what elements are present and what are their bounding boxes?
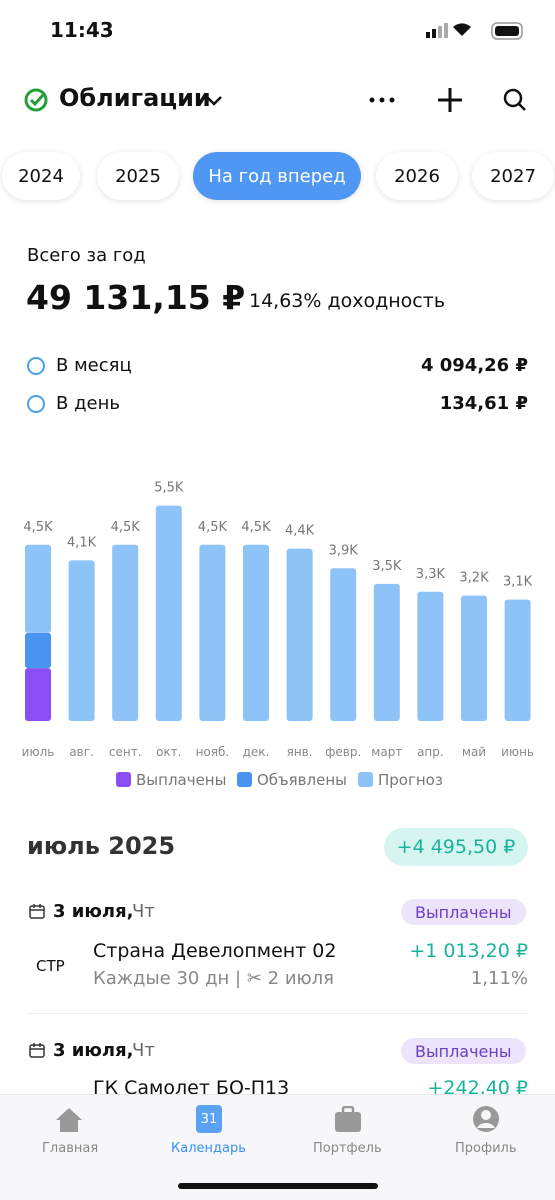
legend-swatch [237,772,252,787]
portfolio-icon[interactable] [333,1106,363,1134]
month-title: июль 2025 [27,832,176,860]
tab-active[interactable]: На год вперед [193,152,361,200]
bar-segment [112,544,139,721]
row-value: 134,61 ₽ [439,393,528,414]
x-tick-label: нояб. [196,745,230,759]
bar-total-label: 5,5K [154,481,184,496]
percent: 1,11% [470,968,528,989]
x-tick-label: май [462,745,486,759]
cut-date: 2 июля [267,968,334,989]
x-tick-label: июнь [501,745,534,759]
amount: +1 013,20 ₽ [409,940,528,962]
bar-total-label: 4,1K [67,535,97,550]
status-pill: Выплачены [401,899,526,925]
bar-total-label: 3,2K [459,571,489,586]
bar-segment [504,599,531,721]
home-icon[interactable] [54,1106,84,1134]
bar-segment [461,595,487,721]
time: 11:43 [50,18,114,42]
month-badge: +4 495,50 ₽ [384,828,528,866]
status-pill: Выплачены [401,1038,526,1064]
logo [24,88,48,112]
x-tick-label: март [371,745,402,759]
bar-segment [373,583,400,721]
bar-total-label: 3,3K [416,567,446,582]
bar-total-label: 4,5K [241,520,271,535]
tab[interactable]: 2027 [472,152,554,200]
payment-weekday: Чт [132,901,155,922]
profile-icon[interactable] [471,1104,501,1134]
home-indicator [178,1183,378,1189]
header-actions[interactable] [368,86,528,114]
bond-name[interactable]: ГК Самолет БО-П13 [93,1077,290,1099]
bar-segment [286,548,313,721]
row-value: 4 094,26 ₽ [420,355,528,376]
bar-total-label: 4,5K [198,520,228,535]
nav-item[interactable]: Портфель [313,1141,382,1156]
tab[interactable]: 2026 [376,152,458,200]
nav-item[interactable]: Профиль [455,1141,517,1156]
x-tick-label: авг. [69,745,94,759]
tab-bar [0,1094,555,1200]
bar-segment [68,560,95,721]
chart: 4,5K июль 4,1K авг. 4,5K сент. 5,5K окт. 4,5K ноя… [22,481,534,789]
row-label: В день [56,393,120,414]
calendar-day[interactable]: 31 [196,1105,222,1133]
period: Каждые 30 дн [93,968,230,989]
x-tick-label: апр. [417,745,444,759]
x-tick-label: февр. [325,745,361,759]
bar-segment [417,591,444,721]
payment-weekday: Чт [132,1040,155,1061]
bond-period: Каждые 30 дн | ✂ 2 июля [93,968,334,989]
x-tick-label: янв. [287,745,313,759]
calendar-icon [29,1043,45,1058]
bar-segment [330,568,357,721]
row-label: В месяц [56,355,132,376]
summary-total: 49 131,15 ₽ [26,278,246,317]
status-icons [426,22,523,40]
legend-swatch [358,772,373,787]
summary-yield: 14,63% доходность [249,290,446,312]
bar-segment [25,668,51,721]
bar-segment [243,544,269,721]
legend-label: Выплачены [136,771,226,789]
divider [27,1013,528,1014]
bar-segment [199,544,226,721]
legend-label: Объявлены [257,771,347,789]
x-tick-label: дек. [243,745,270,759]
header-title[interactable]: Облигации [59,84,211,112]
bar-total-label: 3,5K [372,559,402,574]
bar-total-label: 4,5K [111,520,141,535]
nav-item[interactable]: Главная [42,1141,99,1156]
calendar-icon [29,904,45,919]
bar-total-label: 3,1K [503,575,533,590]
bar-total-label: 3,9K [329,543,359,558]
amount: +242,40 ₽ [427,1077,528,1099]
summary-label: Всего за год [27,245,146,266]
ticker: СТР [36,957,65,975]
bar-total-label: 4,5K [23,520,53,535]
nav-item-active[interactable]: Календарь [171,1141,246,1156]
x-tick-label: июль [22,745,55,759]
legend-label: Прогноз [378,771,443,789]
tab[interactable]: 2025 [97,152,179,200]
bond-name[interactable]: Страна Девелопмент 02 [93,940,337,962]
bar-total-label: 4,4K [285,524,315,539]
bar-segment [25,544,51,633]
tab[interactable]: 2024 [2,152,80,200]
dropdown-icon[interactable] [204,90,224,110]
legend-swatch [116,772,131,787]
payment-date: 3 июля, [53,1040,134,1061]
radio[interactable] [27,357,45,375]
x-tick-label: окт. [156,745,181,759]
bar-segment [155,505,182,721]
x-tick-label: сент. [109,745,142,759]
radio[interactable] [27,395,45,413]
bar-segment [25,632,51,669]
payment-date: 3 июля, [53,901,134,922]
